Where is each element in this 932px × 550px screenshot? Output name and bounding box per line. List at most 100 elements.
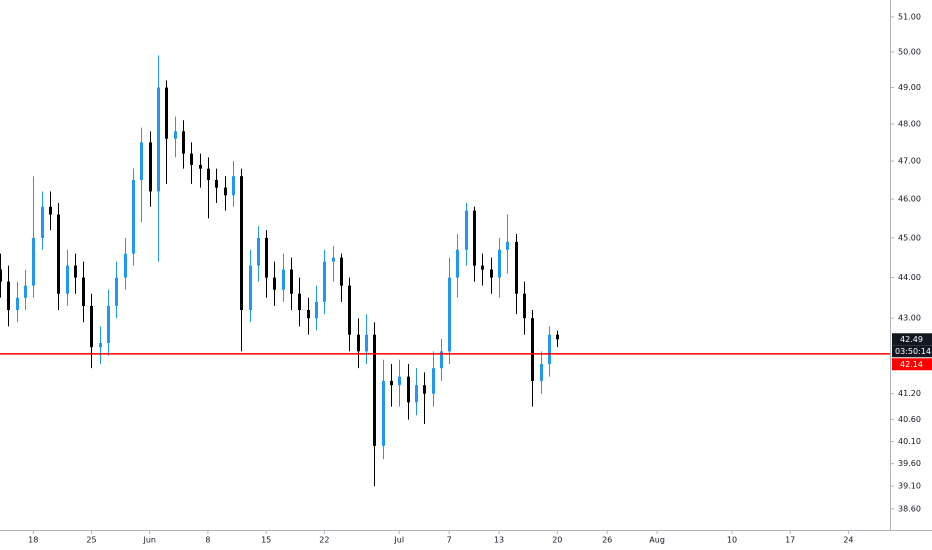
candle-body — [207, 168, 210, 181]
y-tick-label: 41.20 — [898, 389, 921, 398]
x-tick-label: Jul — [393, 536, 404, 545]
candle-body — [407, 376, 410, 403]
candle-body — [215, 180, 218, 188]
candle-body — [398, 376, 401, 386]
candle-body — [481, 265, 484, 270]
candle-body — [456, 249, 459, 278]
candle-body — [149, 142, 152, 192]
candle-body — [340, 257, 343, 286]
y-tick-label: 46.00 — [898, 195, 921, 204]
x-tick-label: 7 — [447, 536, 452, 545]
x-tick-label: 13 — [494, 536, 504, 545]
x-tick-label: 17 — [785, 536, 795, 545]
y-tick-label: 49.00 — [898, 83, 921, 92]
candle-body — [448, 277, 451, 352]
candle-body — [57, 214, 60, 294]
candle-body — [174, 131, 177, 139]
candle-body — [24, 285, 27, 298]
x-tick-label: 26 — [602, 536, 612, 545]
candle-body — [415, 385, 418, 403]
candle-body — [107, 305, 110, 344]
candle-body — [165, 87, 168, 139]
y-tick-label: 40.10 — [898, 437, 921, 446]
candle-body — [199, 164, 202, 169]
candle-body — [74, 265, 77, 278]
candle-body — [523, 293, 526, 319]
candle-body — [282, 269, 285, 290]
y-tick-label: 44.00 — [898, 273, 921, 282]
last-price-label: 42.49 — [900, 335, 923, 344]
candle-body — [432, 368, 435, 394]
candle-body — [540, 363, 543, 381]
candle-body — [249, 265, 252, 311]
candle-body — [66, 265, 69, 294]
candle-body — [140, 142, 143, 181]
y-tick-label: 45.00 — [898, 233, 921, 242]
x-tick-label: 8 — [205, 536, 210, 545]
candle-body — [49, 206, 52, 215]
x-tick-label: 20 — [552, 536, 562, 545]
candle-body — [41, 206, 44, 238]
candle-body — [257, 237, 260, 266]
last-price-box — [892, 333, 932, 346]
candle-body — [382, 380, 385, 446]
candle-body — [298, 293, 301, 311]
candle-body — [473, 210, 476, 266]
candle-body — [315, 301, 318, 319]
candle-body — [556, 334, 559, 340]
y-tick-label: 50.00 — [898, 47, 921, 56]
candle-body — [440, 351, 443, 369]
candle-body — [548, 334, 551, 364]
y-tick-label: 39.60 — [898, 459, 921, 468]
candle-body — [132, 180, 135, 254]
countdown-box — [892, 345, 932, 358]
candle-body — [348, 285, 351, 335]
candle-body — [99, 343, 102, 348]
y-tick-label: 47.00 — [898, 157, 921, 166]
y-tick-label: 39.10 — [898, 482, 921, 491]
y-tick-label: 51.00 — [898, 12, 921, 21]
candle-body — [515, 241, 518, 294]
countdown-label: 03:50:14 — [895, 347, 931, 356]
x-tick-label: 10 — [727, 536, 737, 545]
candle-body — [531, 318, 534, 381]
hline-price-label: 42.14 — [900, 360, 923, 369]
x-tick-label: Jun — [142, 536, 156, 545]
x-tick-label: 18 — [28, 536, 38, 545]
x-tick-label: 24 — [843, 536, 853, 545]
candle-body — [82, 277, 85, 306]
candle-body — [390, 380, 393, 386]
y-tick-label: 40.60 — [898, 415, 921, 424]
candle-body — [32, 237, 35, 286]
candle-body — [190, 153, 193, 165]
candle-body — [157, 87, 160, 192]
candle-body — [0, 269, 2, 282]
y-tick-label: 43.00 — [898, 314, 921, 323]
candle-body — [332, 257, 335, 262]
x-tick-label: 22 — [319, 536, 329, 545]
y-tick-label: 38.60 — [898, 504, 921, 513]
x-tick-label: 25 — [86, 536, 96, 545]
x-tick-label: Aug — [649, 536, 665, 545]
y-tick-label: 48.00 — [898, 119, 921, 128]
candle-body — [423, 385, 426, 394]
candle-body — [90, 305, 93, 348]
candle-body — [365, 334, 368, 352]
candle-body — [240, 176, 243, 311]
candle-body — [182, 131, 185, 154]
candle-body — [224, 187, 227, 196]
candle-body — [273, 277, 276, 290]
hline-price-box — [892, 358, 932, 371]
candle-body — [16, 297, 19, 311]
x-tick-label: 15 — [261, 536, 271, 545]
candle-body — [307, 310, 310, 319]
candle-body — [357, 334, 360, 352]
candle-body — [124, 253, 127, 278]
candle-body — [323, 261, 326, 302]
candle-body — [7, 281, 10, 311]
candle-body — [290, 269, 293, 294]
candle-body — [115, 277, 118, 306]
candle-body — [506, 241, 509, 250]
